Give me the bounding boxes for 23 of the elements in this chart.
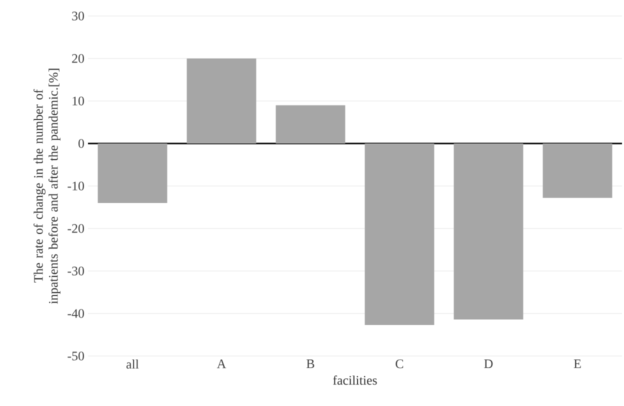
x-tick-label: E [574, 360, 581, 368]
x-tick-label: C [396, 360, 404, 368]
bar [98, 144, 168, 203]
y-tick-label: -10 [68, 182, 84, 190]
bar [542, 144, 612, 198]
y-tick-label: 30 [72, 12, 84, 20]
y-axis-title: The rate of change in the number of inpatients before and after the pandemic.[%] [34, 68, 60, 304]
x-axis-title: facilities [333, 375, 377, 385]
bar [186, 58, 256, 144]
x-tick-label: A [216, 360, 226, 368]
x-tick-label: D [484, 360, 493, 368]
x-tick-label: B [306, 360, 314, 368]
y-tick-label: 0 [78, 139, 84, 148]
y-tick-label: -20 [68, 224, 84, 233]
y-tick-label: 10 [72, 96, 84, 106]
bar [364, 144, 434, 325]
bar [454, 144, 524, 320]
y-tick-label: 20 [72, 54, 84, 63]
x-tick-label: all [126, 360, 139, 369]
bar [276, 105, 346, 144]
y-tick-label: -30 [68, 266, 84, 276]
y-tick-label: -40 [68, 309, 84, 318]
y-tick-label: -50 [68, 352, 84, 360]
